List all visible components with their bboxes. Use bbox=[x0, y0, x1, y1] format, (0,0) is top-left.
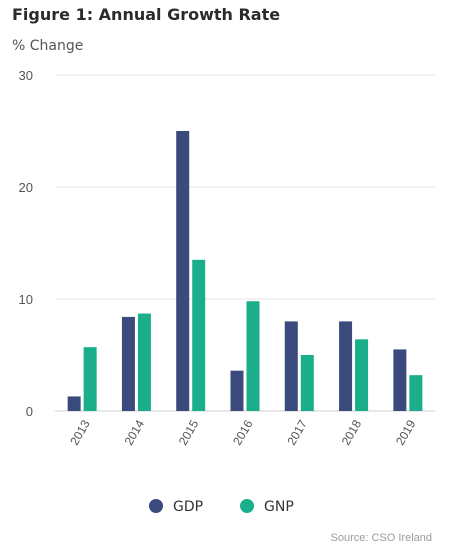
x-axis-ticks: 2013 2014 2015 2016 2017 2018 2019 bbox=[67, 417, 418, 447]
legend-label-gdp: GDP bbox=[173, 499, 203, 515]
source-note: Source: CSO Ireland bbox=[331, 532, 433, 544]
x-tick-label-2018: 2018 bbox=[339, 417, 365, 447]
y-axis-unit-label: % Change bbox=[12, 38, 83, 54]
bars bbox=[67, 131, 423, 411]
x-tick-label-2014: 2014 bbox=[122, 417, 148, 447]
bar-gnp-2014 bbox=[137, 313, 151, 411]
legend-marker-gdp bbox=[149, 499, 163, 513]
x-tick-label-2019: 2019 bbox=[393, 417, 419, 447]
bar-gnp-2013 bbox=[83, 347, 97, 411]
y-tick-label: 30 bbox=[19, 68, 33, 83]
y-tick-label: 10 bbox=[19, 292, 33, 307]
x-tick-label-2013: 2013 bbox=[67, 417, 93, 447]
bar-gnp-2015 bbox=[192, 259, 206, 411]
bar-gdp-2013 bbox=[67, 396, 81, 411]
bar-gnp-2018 bbox=[355, 339, 369, 411]
bar-gdp-2014 bbox=[121, 316, 135, 411]
x-tick-label-2017: 2017 bbox=[284, 417, 310, 447]
bar-gdp-2015 bbox=[176, 131, 190, 411]
bar-gdp-2018 bbox=[339, 321, 353, 411]
gridlines bbox=[55, 74, 435, 412]
legend-label-gnp: GNP bbox=[264, 499, 294, 515]
bar-gdp-2019 bbox=[393, 349, 407, 411]
x-tick-label-2016: 2016 bbox=[230, 417, 256, 447]
legend: GDP GNP bbox=[149, 499, 294, 515]
x-tick-label-2015: 2015 bbox=[176, 417, 202, 447]
bar-gnp-2016 bbox=[246, 301, 260, 411]
y-tick-label: 20 bbox=[19, 180, 33, 195]
legend-marker-gnp bbox=[240, 499, 254, 513]
bar-gnp-2019 bbox=[409, 375, 423, 411]
y-tick-label: 0 bbox=[26, 404, 33, 419]
bar-gdp-2016 bbox=[230, 370, 244, 411]
y-axis-ticks: 0 10 20 30 bbox=[19, 68, 33, 419]
bar-gnp-2017 bbox=[300, 355, 314, 411]
bar-gdp-2017 bbox=[284, 321, 298, 411]
chart-title: Figure 1: Annual Growth Rate bbox=[12, 5, 280, 24]
